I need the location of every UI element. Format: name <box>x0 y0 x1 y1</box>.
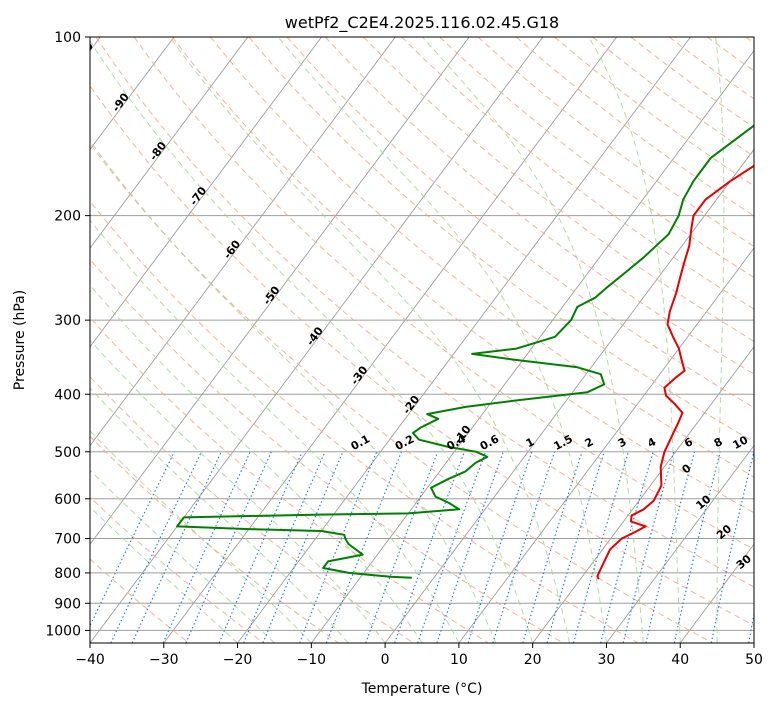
y-tick-label: 200 <box>54 209 81 225</box>
y-tick-label: 1000 <box>45 623 81 639</box>
y-axis: 100 200 300 400 500 600 700 800 900 1000 <box>45 30 90 639</box>
y-tick-label: 100 <box>54 30 81 46</box>
series-layer <box>176 124 754 580</box>
dry-adiabat-line <box>90 200 639 643</box>
isotherm-line <box>90 37 249 249</box>
x-tick-label: −40 <box>75 652 105 668</box>
mixing-ratio-line <box>417 451 487 643</box>
y-tick-label: 800 <box>54 566 81 582</box>
isotherm-line <box>163 37 618 643</box>
dry-adiabat-line <box>90 142 713 643</box>
background-lines <box>90 37 754 643</box>
mixing-ratio-line <box>90 451 175 628</box>
x-axis: −40 −30 −20 −10 0 10 20 30 40 50 <box>75 643 763 668</box>
mixing-ratio-line <box>243 451 326 643</box>
y-tick-label: 500 <box>54 445 81 461</box>
mixing-ratio-line <box>600 451 654 643</box>
x-tick-label: −10 <box>297 652 327 668</box>
mixing-ratio-line <box>673 451 721 643</box>
moist-adiabat-line <box>90 140 497 643</box>
moist-adiabat-line <box>421 37 644 643</box>
mixing-ratio-line <box>467 451 533 643</box>
y-axis-title: Pressure (hPa) <box>12 290 28 390</box>
x-axis-title: Temperature (°C) <box>361 681 483 697</box>
moist-adiabat-line <box>90 219 460 643</box>
dry-adiabat-line <box>95 37 754 588</box>
mixing-ratio-line <box>436 451 504 643</box>
isotherm-line <box>90 37 470 546</box>
moist-adiabat-line <box>90 387 349 643</box>
isotherm-line <box>90 37 396 447</box>
dry-adiabat-line <box>90 258 564 643</box>
mixing-ratio-line <box>394 451 465 643</box>
y-tick-label: 400 <box>54 387 81 403</box>
dewpoint-profile-line <box>176 124 754 579</box>
isotherm-line <box>458 247 754 643</box>
moist-adiabat-line <box>588 37 681 643</box>
y-tick-label: 900 <box>54 596 81 612</box>
mixing-ratio-line <box>546 451 605 643</box>
mixing-ratio-line <box>365 451 439 643</box>
mixing-ratio-line <box>262 451 344 643</box>
y-tick-label: 300 <box>54 313 81 329</box>
moist-adiabat-line <box>90 39 534 643</box>
dry-adiabat-line <box>401 37 754 310</box>
x-tick-label: 20 <box>524 652 542 668</box>
dry-adiabat-line <box>90 375 414 643</box>
isotherm-line <box>90 37 544 643</box>
dry-adiabat-line <box>90 496 265 643</box>
mixing-ratio-line <box>522 451 583 643</box>
plot-frame <box>89 36 755 644</box>
moist-adiabat-line <box>277 37 607 643</box>
x-tick-label: 40 <box>671 652 689 668</box>
x-tick-label: 30 <box>598 652 616 668</box>
mixing-ratio-line <box>622 451 675 643</box>
dry-adiabat-line <box>210 37 754 478</box>
mixing-ratio-line <box>710 451 754 643</box>
y-tick-label: 700 <box>54 532 81 548</box>
dry-adiabat-line <box>363 37 754 342</box>
dry-adiabat-line <box>133 37 754 550</box>
moist-adiabat-line <box>90 284 423 643</box>
isotherm-line <box>237 37 691 643</box>
y-tick-label: 600 <box>54 492 81 508</box>
mixing-ratio-line <box>572 451 630 643</box>
chart-title: wetPf2_C2E4.2025.116.02.45.G18 <box>285 13 559 33</box>
mixing-ratio-line <box>299 451 378 643</box>
moist-adiabat-line <box>715 37 725 643</box>
isotherm-line <box>90 37 322 348</box>
isotherm-line <box>532 346 754 643</box>
dry-adiabat-line <box>171 37 754 514</box>
dry-adiabat-line <box>90 316 489 643</box>
x-tick-label: 10 <box>450 652 468 668</box>
mixing-ratio-label: 10 <box>731 433 751 452</box>
temperature-profile-line <box>596 164 754 580</box>
isotherm-line <box>606 444 754 643</box>
moist-adiabat-line <box>169 37 571 643</box>
isotherm-line <box>90 37 175 151</box>
x-tick-label: 50 <box>745 652 763 668</box>
isotherm-line <box>384 148 754 643</box>
mixing-ratio-line <box>218 451 303 643</box>
x-tick-label: 0 <box>381 652 390 668</box>
mixing-ratio-line <box>492 451 556 643</box>
mixing-ratio-line <box>645 451 696 643</box>
isotherm-line <box>310 49 754 643</box>
dry-adiabat-line <box>90 85 754 626</box>
dry-adiabat-line <box>90 435 339 643</box>
moist-adiabat-line <box>90 339 386 643</box>
mixing-ratio-line <box>325 451 403 643</box>
x-tick-label: −20 <box>223 652 253 668</box>
dry-adiabat-line <box>90 558 190 643</box>
x-tick-label: −30 <box>149 652 179 668</box>
